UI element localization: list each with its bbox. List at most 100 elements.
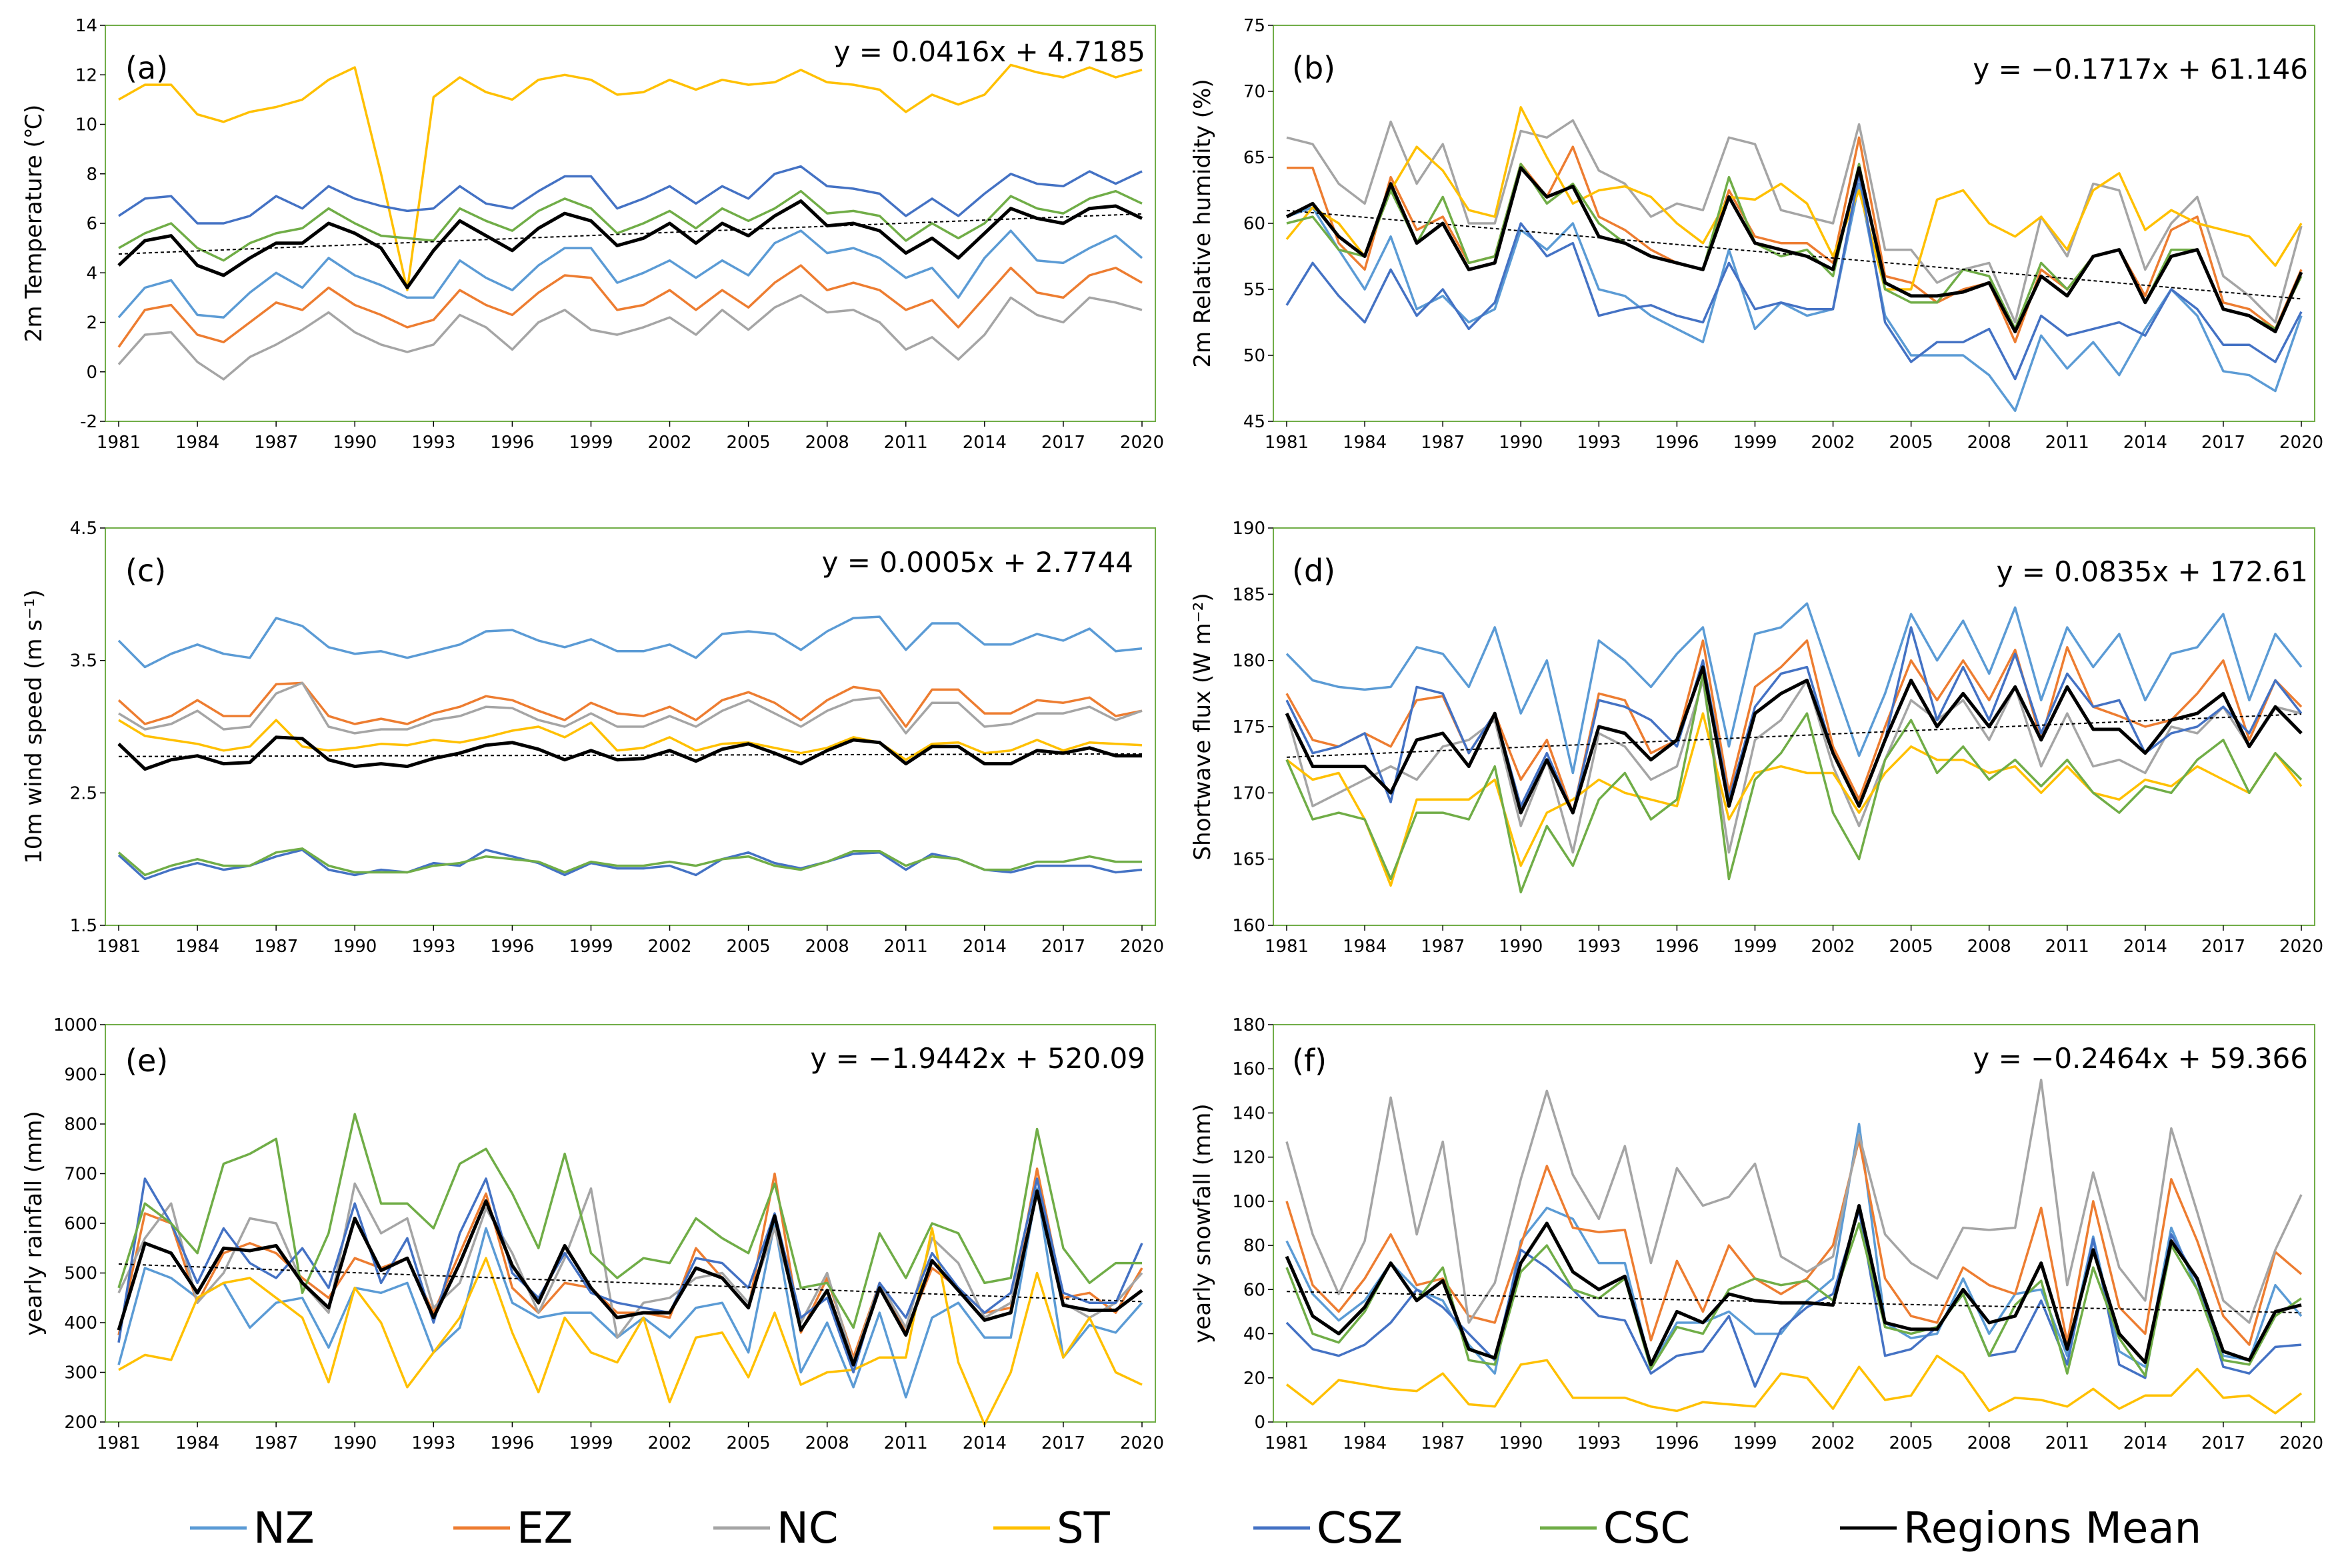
x-tick-label: 2014 — [963, 937, 1007, 957]
legend-item-regions-mean: Regions Mean — [1840, 1504, 2201, 1553]
series-line-regions-mean — [1285, 166, 2303, 333]
plot-area — [1273, 527, 2315, 926]
y-tick-label: 140 — [1232, 1103, 1265, 1123]
y-tick-label: 75 — [1243, 16, 1265, 36]
x-tick-label: 2017 — [1041, 937, 1085, 957]
y-tick-label: 170 — [1232, 783, 1265, 803]
x-tick-label: 2014 — [2123, 433, 2167, 453]
series-lines — [1285, 106, 2303, 412]
y-tick-label: 1.5 — [70, 916, 97, 936]
trend-line — [1286, 713, 2302, 758]
x-tick-label: 2011 — [2045, 1433, 2089, 1453]
y-tick-label: 6 — [86, 214, 97, 234]
x-tick-label: 1987 — [1421, 937, 1465, 957]
x-tick-label: 2008 — [1967, 433, 2011, 453]
x-tick-label: 2011 — [884, 937, 928, 957]
x-tick-label: 2014 — [2123, 1433, 2167, 1453]
x-tick-label: 1981 — [97, 937, 141, 957]
x-tick-label: 1990 — [333, 937, 377, 957]
x-tick-label: 1984 — [1343, 433, 1387, 453]
y-tick-label: 4 — [86, 263, 97, 283]
x-tick-label: 1990 — [1499, 1433, 1543, 1453]
series-line-csz — [1285, 1209, 2302, 1388]
y-tick-label: 400 — [64, 1313, 97, 1333]
series-line-csz — [1285, 172, 2303, 381]
plot-area — [1273, 1024, 2315, 1423]
y-tick-label: 60 — [1243, 1280, 1265, 1300]
panel-b-humidity: 45 50 55 60 65 70 75 1981 1984 1987 1990 1993 1996 19… — [1189, 16, 2323, 453]
legend-item-nc: NC — [713, 1504, 839, 1553]
series-line-nz — [117, 1187, 1143, 1399]
x-tick-label: 2020 — [2279, 433, 2323, 453]
series-line-regions-mean — [117, 1189, 1143, 1367]
y-tick-label: 40 — [1243, 1325, 1265, 1345]
trend-line — [118, 1263, 1143, 1303]
trend-equation: y = −1.9442x + 520.09 — [810, 1042, 1145, 1075]
x-tick-label: 2011 — [2045, 433, 2089, 453]
x-tick-label: 2011 — [2045, 937, 2089, 957]
y-tick-label: -2 — [80, 412, 97, 432]
series-lines — [117, 63, 1143, 381]
series-line-nc — [117, 293, 1143, 381]
x-tick-label: 1981 — [97, 1433, 141, 1453]
x-tick-label: 2002 — [1811, 433, 1855, 453]
series-line-nc — [1285, 679, 2302, 854]
legend-item-ez: EZ — [453, 1504, 573, 1553]
x-tick-label: 1987 — [254, 1433, 298, 1453]
x-tick-label: 2017 — [1041, 1433, 1085, 1453]
x-tick-label: 2011 — [884, 433, 928, 453]
x-tick-label: 1999 — [1733, 433, 1777, 453]
series-line-ez — [117, 264, 1143, 348]
x-tick-label: 1999 — [569, 433, 613, 453]
x-tick-label: 1990 — [1499, 937, 1543, 957]
x-tick-label: 1999 — [1733, 1433, 1777, 1453]
legend: NZ EZ NC ST CSZ CSC Regions Mean — [190, 1504, 2201, 1553]
y-tick-label: 55 — [1243, 280, 1265, 300]
x-tick-label: 2005 — [1889, 433, 1933, 453]
plot-area — [105, 25, 1156, 422]
y-axis-label: 2m Temperature (℃) — [21, 105, 47, 342]
x-tick-label: 2002 — [1811, 937, 1855, 957]
x-tick-label: 2017 — [1041, 433, 1085, 453]
axis-ticks: 0 20 40 60 80 100 120 140 160 180 1981 1984 1987 1990… — [1232, 1015, 2323, 1453]
y-tick-label: 2.5 — [70, 783, 97, 803]
series-line-ez — [1285, 1138, 2303, 1346]
series-line-csc — [117, 1113, 1142, 1329]
series-lines — [117, 615, 1143, 881]
panel-label: (e) — [125, 1043, 168, 1079]
y-tick-label: 100 — [1232, 1192, 1265, 1212]
panel-c-wind: 1.5 2.5 3.5 4.5 1981 1984 1987 1990 1993 1996 1999… — [21, 519, 1164, 957]
series-lines — [117, 1113, 1143, 1426]
y-tick-label: 2 — [86, 313, 97, 333]
x-tick-label: 2017 — [2201, 1433, 2245, 1453]
x-tick-label: 2020 — [2279, 937, 2323, 957]
x-tick-label: 1984 — [175, 1433, 219, 1453]
y-axis-label: Shortwave flux (W m⁻²) — [1189, 593, 1216, 860]
y-tick-label: 175 — [1232, 717, 1265, 737]
y-tick-label: 500 — [64, 1264, 97, 1284]
trend-line — [118, 213, 1143, 255]
x-tick-label: 1996 — [1655, 433, 1699, 453]
series-line-st — [1285, 712, 2303, 887]
panel-label: (a) — [125, 50, 168, 86]
x-tick-label: 2017 — [2201, 937, 2245, 957]
legend-label: NZ — [253, 1504, 315, 1553]
series-line-csc — [117, 847, 1142, 877]
x-tick-label: 1984 — [175, 433, 219, 453]
y-axis-label: yearly snowfall (mm) — [1189, 1103, 1216, 1343]
y-tick-label: 200 — [64, 1413, 97, 1433]
x-tick-label: 1984 — [1343, 937, 1387, 957]
panel-label: (b) — [1292, 50, 1335, 86]
x-tick-label: 1987 — [254, 937, 298, 957]
y-tick-label: 185 — [1232, 585, 1265, 605]
x-tick-label: 1984 — [175, 937, 219, 957]
panel-label: (d) — [1292, 553, 1335, 589]
x-tick-label: 1993 — [411, 1433, 455, 1453]
series-line-nc — [1286, 119, 2303, 324]
y-tick-label: 800 — [64, 1115, 97, 1135]
x-tick-label: 2014 — [963, 1433, 1007, 1453]
x-tick-label: 1996 — [490, 433, 534, 453]
legend-item-nz: NZ — [190, 1504, 315, 1553]
series-line-regions-mean — [117, 199, 1143, 289]
